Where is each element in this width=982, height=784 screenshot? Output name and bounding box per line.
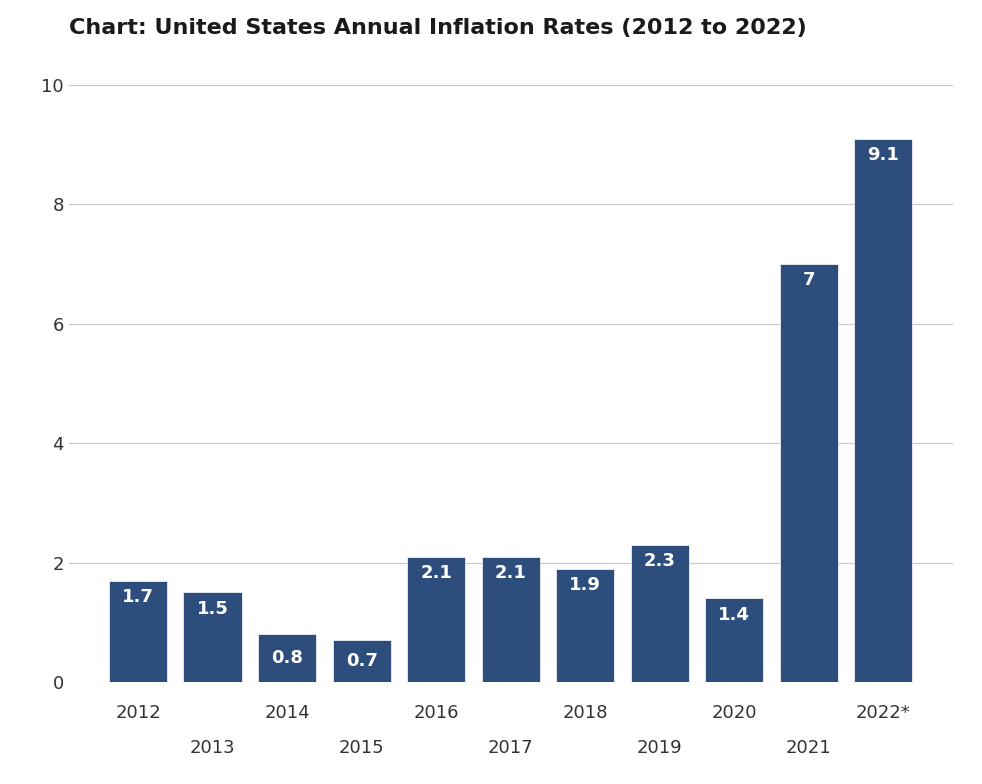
Text: 0.7: 0.7 (346, 652, 377, 670)
Bar (258, 634, 316, 682)
Text: Chart: United States Annual Inflation Rates (2012 to 2022): Chart: United States Annual Inflation Ra… (69, 18, 806, 38)
Text: 1.5: 1.5 (196, 600, 229, 618)
Text: 2021: 2021 (786, 739, 832, 757)
Text: 2018: 2018 (563, 704, 608, 722)
Bar (630, 545, 688, 682)
Bar (780, 264, 838, 682)
Text: 2.3: 2.3 (644, 552, 676, 570)
Text: 0.8: 0.8 (271, 649, 303, 667)
Bar (333, 641, 391, 682)
Text: 2016: 2016 (413, 704, 459, 722)
Text: 2012: 2012 (115, 704, 161, 722)
Bar (854, 139, 912, 682)
Text: 2019: 2019 (637, 739, 682, 757)
Text: 2.1: 2.1 (420, 564, 452, 582)
Text: 7: 7 (802, 271, 815, 289)
Bar (408, 557, 465, 682)
Bar (556, 568, 614, 682)
Text: 2020: 2020 (712, 704, 757, 722)
Bar (109, 580, 167, 682)
Text: 2017: 2017 (488, 739, 533, 757)
Text: 1.4: 1.4 (718, 605, 750, 623)
Bar (481, 557, 540, 682)
Text: 2022*: 2022* (856, 704, 910, 722)
Text: 9.1: 9.1 (867, 146, 900, 164)
Bar (705, 598, 763, 682)
Bar (184, 593, 242, 682)
Text: 1.9: 1.9 (570, 575, 601, 593)
Text: 2014: 2014 (264, 704, 310, 722)
Text: 2013: 2013 (190, 739, 236, 757)
Text: 2.1: 2.1 (495, 564, 526, 582)
Text: 1.7: 1.7 (122, 588, 154, 606)
Text: 2015: 2015 (339, 739, 384, 757)
